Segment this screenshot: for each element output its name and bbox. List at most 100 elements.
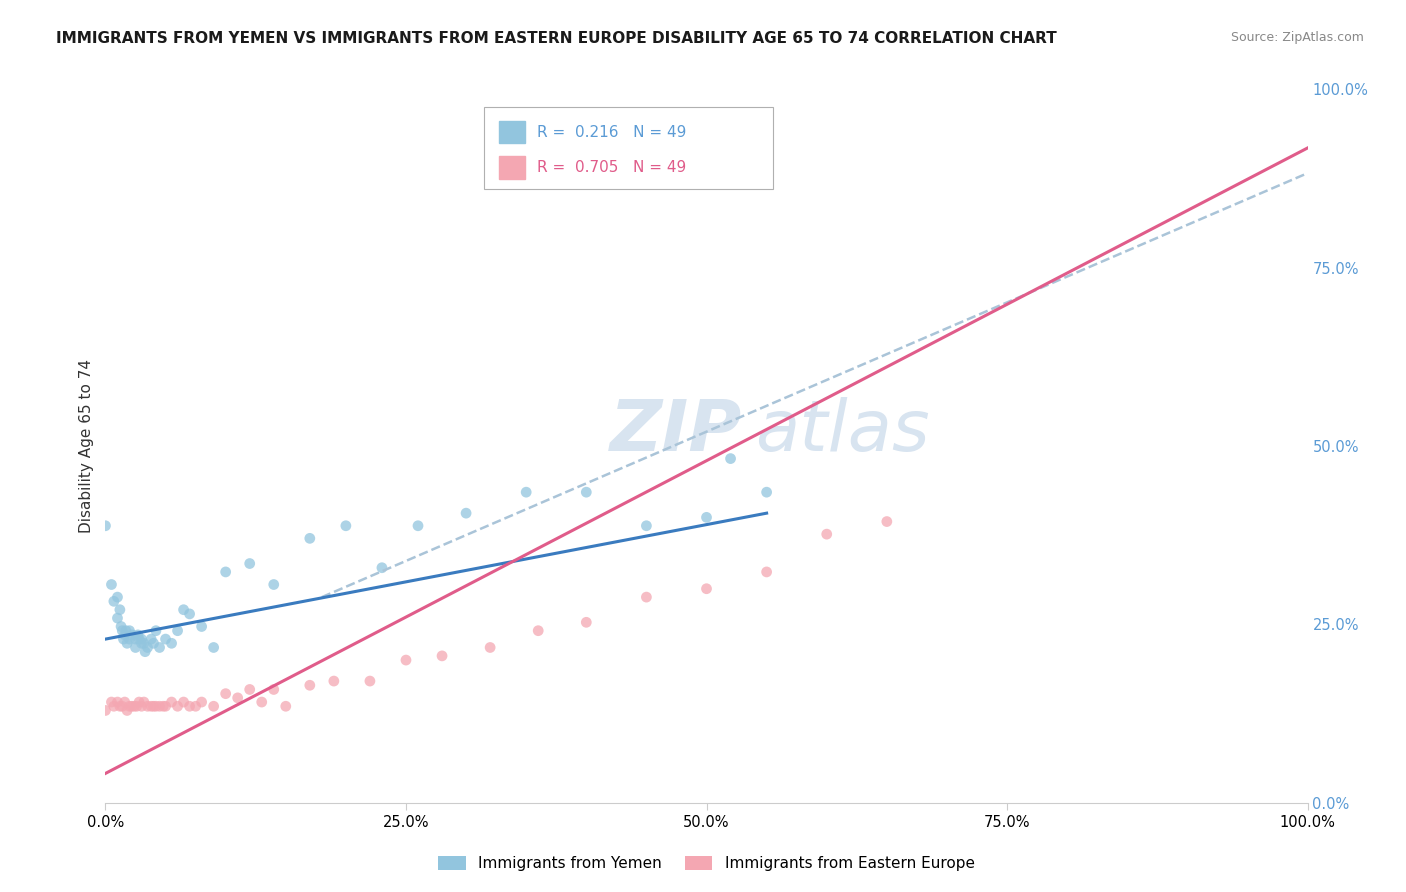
Point: [145, 699, 167, 714]
Point: [94, 703, 117, 717]
Point: [755, 565, 778, 579]
Legend: Immigrants from Yemen, Immigrants from Eastern Europe: Immigrants from Yemen, Immigrants from E…: [433, 850, 980, 877]
Point: [134, 645, 156, 659]
Point: [371, 560, 394, 574]
Point: [479, 640, 502, 655]
Point: [100, 577, 122, 591]
Text: Source: ZipAtlas.com: Source: ZipAtlas.com: [1230, 31, 1364, 45]
Point: [239, 682, 262, 697]
Point: [160, 636, 183, 650]
Point: [335, 518, 357, 533]
Point: [263, 577, 285, 591]
Point: [160, 695, 183, 709]
Point: [815, 527, 838, 541]
Point: [107, 611, 129, 625]
Point: [115, 703, 138, 717]
Point: [454, 506, 477, 520]
Point: [298, 532, 321, 546]
Point: [202, 640, 225, 655]
Bar: [499, 156, 524, 179]
Point: [142, 699, 165, 714]
Point: [142, 636, 165, 650]
Point: [124, 632, 146, 646]
FancyBboxPatch shape: [484, 107, 773, 189]
Point: [124, 640, 146, 655]
Point: [155, 632, 177, 646]
Point: [145, 624, 167, 638]
Text: IMMIGRANTS FROM YEMEN VS IMMIGRANTS FROM EASTERN EUROPE DISABILITY AGE 65 TO 74 : IMMIGRANTS FROM YEMEN VS IMMIGRANTS FROM…: [56, 31, 1057, 46]
Point: [100, 695, 122, 709]
Point: [395, 653, 418, 667]
Point: [202, 699, 225, 714]
Point: [103, 594, 125, 608]
Point: [136, 640, 159, 655]
Point: [263, 682, 285, 697]
Point: [148, 699, 170, 714]
Point: [720, 451, 742, 466]
Point: [298, 678, 321, 692]
Text: atlas: atlas: [755, 397, 929, 467]
Text: R =  0.216   N = 49: R = 0.216 N = 49: [537, 125, 686, 139]
Point: [132, 636, 155, 650]
Point: [179, 607, 201, 621]
Point: [190, 695, 212, 709]
Y-axis label: Disability Age 65 to 74: Disability Age 65 to 74: [79, 359, 94, 533]
Point: [155, 699, 177, 714]
Point: [127, 628, 149, 642]
Point: [125, 699, 148, 714]
Point: [132, 695, 155, 709]
Point: [111, 624, 134, 638]
Point: [274, 699, 297, 714]
Point: [636, 518, 658, 533]
Point: [94, 518, 117, 533]
Point: [179, 699, 201, 714]
Point: [107, 590, 129, 604]
Point: [110, 619, 132, 633]
Point: [515, 485, 537, 500]
Point: [527, 624, 550, 638]
Point: [131, 636, 153, 650]
Point: [696, 582, 718, 596]
Point: [173, 603, 195, 617]
Point: [1272, 40, 1295, 54]
Text: ZIP: ZIP: [610, 397, 742, 467]
Point: [148, 640, 170, 655]
Point: [166, 699, 188, 714]
Point: [115, 624, 138, 638]
Point: [876, 515, 898, 529]
Point: [166, 624, 188, 638]
Point: [322, 674, 344, 689]
Point: [359, 674, 381, 689]
Point: [128, 632, 150, 646]
Point: [139, 699, 162, 714]
Point: [139, 632, 162, 646]
Point: [124, 699, 146, 714]
Point: [430, 648, 453, 663]
Point: [111, 699, 134, 714]
Point: [184, 699, 207, 714]
Point: [575, 615, 598, 630]
Point: [121, 699, 143, 714]
Point: [214, 565, 236, 579]
Point: [406, 518, 429, 533]
Point: [131, 699, 153, 714]
Point: [152, 699, 174, 714]
Point: [190, 619, 212, 633]
Point: [108, 603, 131, 617]
Point: [118, 632, 141, 646]
Point: [103, 699, 125, 714]
Point: [173, 695, 195, 709]
Point: [239, 557, 262, 571]
Point: [108, 699, 131, 714]
Point: [114, 628, 136, 642]
Point: [107, 695, 129, 709]
Bar: [499, 120, 524, 144]
Point: [114, 695, 136, 709]
Point: [112, 632, 135, 646]
Point: [115, 636, 138, 650]
Point: [250, 695, 273, 709]
Text: R =  0.705   N = 49: R = 0.705 N = 49: [537, 161, 686, 175]
Point: [136, 699, 159, 714]
Point: [636, 590, 658, 604]
Point: [121, 628, 143, 642]
